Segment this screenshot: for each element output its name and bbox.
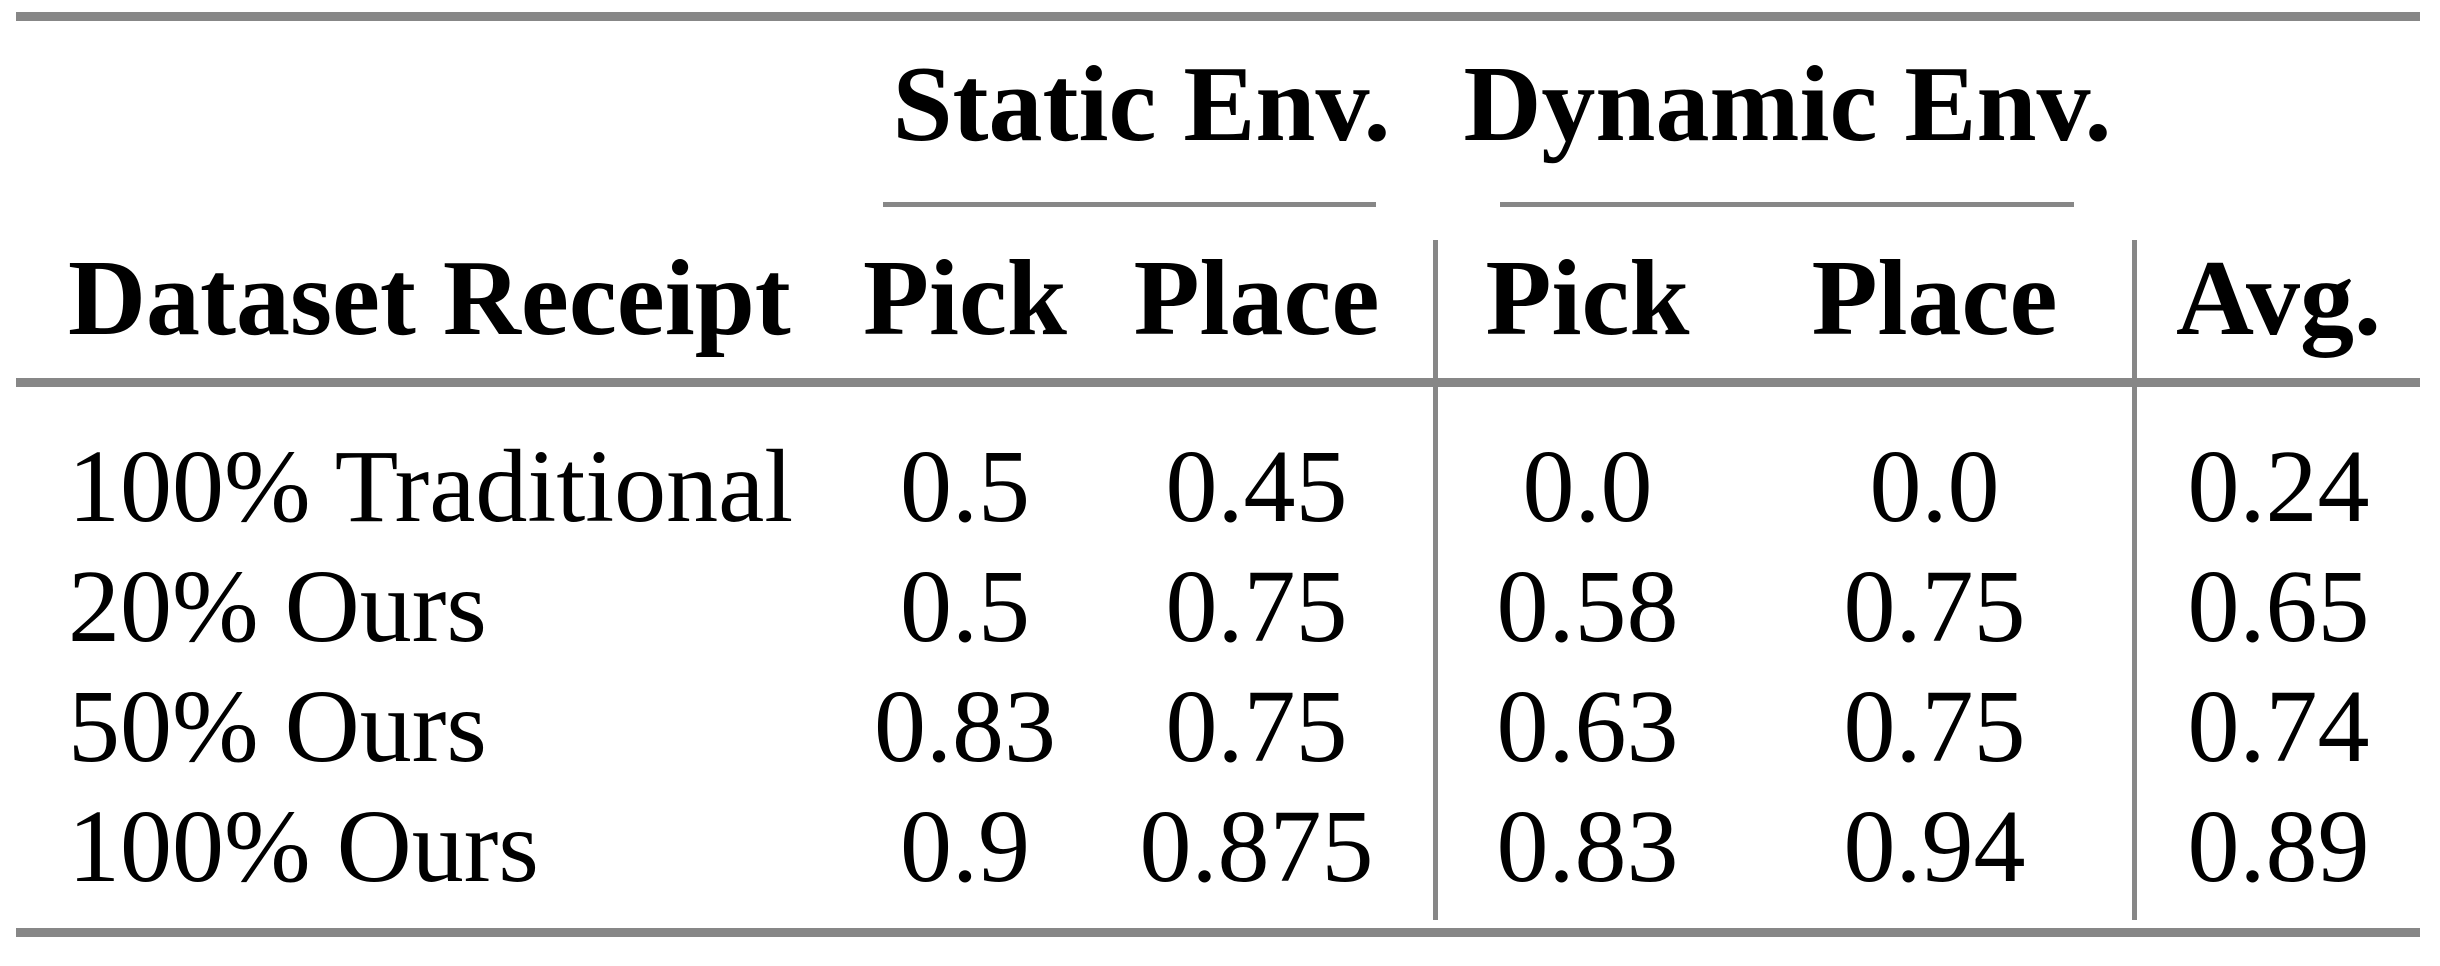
header-body-rule: [16, 378, 2420, 387]
cell-avg: 0.74: [2187, 669, 2370, 784]
divider-static-dynamic: [1433, 240, 1438, 920]
row-label: 100% Traditional: [68, 429, 794, 544]
cell-dynamic-place: 0.94: [1843, 789, 2026, 904]
column-header-dataset-receipt: Dataset Receipt: [68, 239, 791, 358]
cell-static-place: 0.875: [1139, 789, 1374, 904]
divider-dynamic-avg: [2132, 240, 2137, 920]
cell-static-pick: 0.5: [900, 429, 1030, 544]
cell-static-pick: 0.5: [900, 549, 1030, 664]
cell-dynamic-pick: 0.63: [1496, 669, 1679, 784]
cell-dynamic-place: 0.75: [1843, 549, 2026, 664]
cell-static-place: 0.45: [1165, 429, 1348, 544]
cell-dynamic-pick: 0.0: [1522, 429, 1653, 544]
cell-static-place: 0.75: [1165, 549, 1348, 664]
cell-dynamic-place: 0.75: [1843, 669, 2026, 784]
top-rule: [16, 12, 2420, 21]
cell-avg: 0.65: [2187, 549, 2370, 664]
cell-dynamic-place: 0.0: [1869, 429, 2000, 544]
column-header-dynamic-pick: Pick: [1485, 239, 1690, 358]
column-header-static-place: Place: [1133, 239, 1380, 358]
cell-static-place: 0.75: [1165, 669, 1348, 784]
cell-avg: 0.24: [2187, 429, 2370, 544]
column-header-avg: Avg.: [2176, 239, 2381, 358]
row-label: 100% Ours: [68, 789, 539, 904]
static-env-underline: [883, 202, 1376, 207]
row-label: 20% Ours: [68, 549, 487, 664]
bottom-rule: [16, 928, 2420, 937]
group-header-dynamic-env: Dynamic Env.: [1463, 45, 2112, 164]
cell-static-pick: 0.9: [900, 789, 1030, 904]
row-label: 50% Ours: [68, 669, 487, 784]
group-header-static-env: Static Env.: [892, 45, 1391, 164]
cell-avg: 0.89: [2187, 789, 2370, 904]
cell-static-pick: 0.83: [874, 669, 1056, 784]
column-header-dynamic-place: Place: [1811, 239, 2058, 358]
column-header-static-pick: Pick: [863, 239, 1067, 358]
cell-dynamic-pick: 0.83: [1496, 789, 1679, 904]
dynamic-env-underline: [1500, 202, 2074, 207]
cell-dynamic-pick: 0.58: [1496, 549, 1679, 664]
